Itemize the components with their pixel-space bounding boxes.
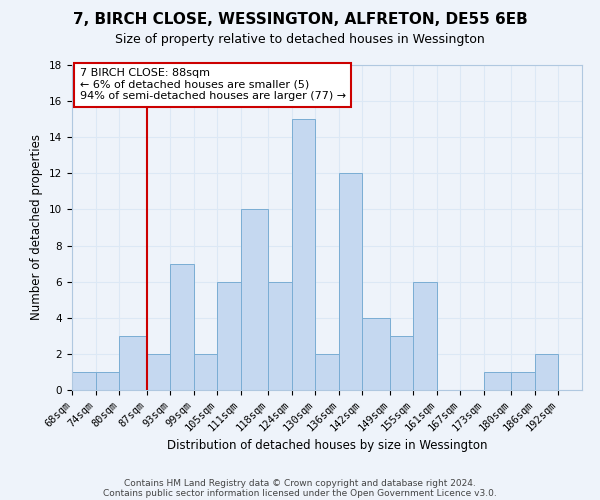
Bar	[315, 354, 339, 390]
Bar	[268, 282, 292, 390]
Bar	[484, 372, 511, 390]
Bar	[95, 372, 119, 390]
X-axis label: Distribution of detached houses by size in Wessington: Distribution of detached houses by size …	[167, 439, 487, 452]
Bar	[339, 174, 362, 390]
Bar	[413, 282, 437, 390]
Bar	[146, 354, 170, 390]
Text: Contains public sector information licensed under the Open Government Licence v3: Contains public sector information licen…	[103, 488, 497, 498]
Bar	[217, 282, 241, 390]
Text: 7 BIRCH CLOSE: 88sqm
← 6% of detached houses are smaller (5)
94% of semi-detache: 7 BIRCH CLOSE: 88sqm ← 6% of detached ho…	[80, 68, 346, 102]
Text: Size of property relative to detached houses in Wessington: Size of property relative to detached ho…	[115, 32, 485, 46]
Bar	[511, 372, 535, 390]
Text: 7, BIRCH CLOSE, WESSINGTON, ALFRETON, DE55 6EB: 7, BIRCH CLOSE, WESSINGTON, ALFRETON, DE…	[73, 12, 527, 28]
Bar	[390, 336, 413, 390]
Bar	[72, 372, 95, 390]
Bar	[292, 119, 315, 390]
Bar	[535, 354, 559, 390]
Text: Contains HM Land Registry data © Crown copyright and database right 2024.: Contains HM Land Registry data © Crown c…	[124, 478, 476, 488]
Bar	[241, 210, 268, 390]
Bar	[119, 336, 146, 390]
Bar	[362, 318, 390, 390]
Y-axis label: Number of detached properties: Number of detached properties	[31, 134, 43, 320]
Bar	[194, 354, 217, 390]
Bar	[170, 264, 194, 390]
